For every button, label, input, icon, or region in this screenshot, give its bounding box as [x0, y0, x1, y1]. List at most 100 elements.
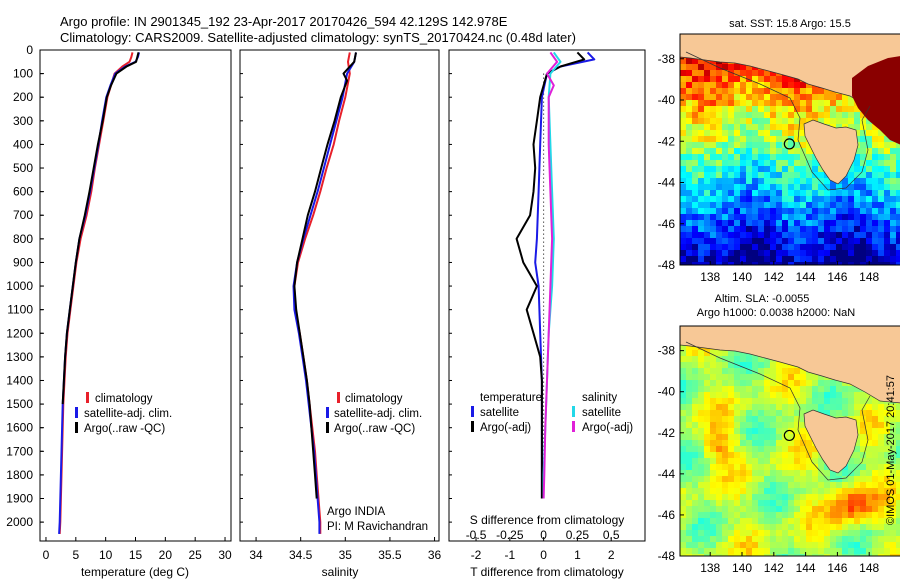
sst-cell: [782, 82, 788, 88]
sst-cell: [758, 166, 764, 172]
sla-cell: [860, 434, 866, 440]
sla-cell: [728, 536, 734, 542]
sst-cell: [890, 172, 896, 178]
sst-cell: [788, 124, 794, 130]
sla-cell: [824, 398, 830, 404]
sst-cell: [698, 100, 704, 106]
sst-cell: [782, 250, 788, 256]
sla-cell: [782, 392, 788, 398]
sla-cell: [842, 482, 848, 488]
sla-cell: [740, 476, 746, 482]
sst-cell: [758, 208, 764, 214]
sst-cell: [746, 238, 752, 244]
sla-cell: [812, 524, 818, 530]
sst-cell: [734, 214, 740, 220]
sla-cell: [698, 506, 704, 512]
sla-cell: [758, 356, 764, 362]
sla-cell: [794, 470, 800, 476]
sla-cell: [788, 548, 794, 554]
sla-cell: [830, 500, 836, 506]
sst-cell: [710, 106, 716, 112]
sst-cell: [782, 190, 788, 196]
sst-cell: [794, 250, 800, 256]
sla-cell: [764, 434, 770, 440]
sla-cell: [746, 434, 752, 440]
sla-cell: [818, 494, 824, 500]
sst-cell: [884, 148, 890, 154]
sst-cell: [734, 172, 740, 178]
sst-cell: [764, 130, 770, 136]
sla-cell: [806, 506, 812, 512]
sst-cell: [758, 262, 764, 265]
sst-cell: [800, 130, 806, 136]
sla-cell: [824, 536, 830, 542]
sla-cell: [734, 530, 740, 536]
sst-cell: [878, 220, 884, 226]
sla-cell: [878, 440, 884, 446]
sst-cell: [698, 64, 704, 70]
sst-cell: [836, 226, 842, 232]
sst-cell: [818, 172, 824, 178]
sst-cell: [740, 94, 746, 100]
sst-cell: [866, 184, 872, 190]
sst-cell: [728, 208, 734, 214]
sla-cell: [716, 536, 722, 542]
sla-cell: [800, 530, 806, 536]
sla-cell: [734, 488, 740, 494]
sst-cell: [800, 100, 806, 106]
sla-cell: [794, 368, 800, 374]
sla-cell: [860, 512, 866, 518]
sst-cell: [812, 160, 818, 166]
legend-label-satellite: satellite-adj. clim.: [84, 408, 172, 420]
sla-cell: [866, 494, 872, 500]
sla-cell: [704, 482, 710, 488]
sla-cell: [758, 380, 764, 386]
sst-cell: [764, 166, 770, 172]
sla-cell: [692, 374, 698, 380]
sla-map-axes: 138 140 142 144 146 148-38-40-42-44-46-48: [658, 344, 880, 575]
sst-cell: [728, 82, 734, 88]
sla-cell: [824, 518, 830, 524]
sla-cell: [728, 404, 734, 410]
sla-cell: [854, 506, 860, 512]
sst-cell: [728, 94, 734, 100]
sla-cell: [704, 536, 710, 542]
sst-cell: [860, 226, 866, 232]
sst-cell: [842, 184, 848, 190]
sst-cell: [806, 214, 812, 220]
sla-cell: [758, 536, 764, 542]
sla-cell: [896, 458, 900, 464]
sst-cell: [776, 76, 782, 82]
sst-cell: [776, 226, 782, 232]
sla-cell: [866, 536, 872, 542]
sla-cell: [884, 524, 890, 530]
sla-cell: [680, 356, 686, 362]
sla-cell: [782, 386, 788, 392]
sla-cell: [806, 554, 812, 556]
sst-cell: [866, 172, 872, 178]
sst-cell: [728, 184, 734, 190]
sla-cell: [872, 404, 878, 410]
sst-cell: [698, 178, 704, 184]
sst-cell: [842, 256, 848, 262]
sst-cell: [896, 184, 900, 190]
sst-cell: [770, 256, 776, 262]
sla-cell: [896, 512, 900, 518]
sla-cell: [896, 476, 900, 482]
sst-cell: [866, 220, 872, 226]
sst-cell: [722, 64, 728, 70]
sst-cell: [734, 196, 740, 202]
sla-cell: [848, 530, 854, 536]
sla-cell: [782, 518, 788, 524]
sst-cell: [860, 154, 866, 160]
sst-cell: [746, 160, 752, 166]
sla-cell: [764, 368, 770, 374]
sst-cell: [692, 94, 698, 100]
sst-cell: [710, 244, 716, 250]
sla-cell: [758, 398, 764, 404]
sst-cell: [872, 220, 878, 226]
sst-cell: [812, 232, 818, 238]
sla-cell: [680, 380, 686, 386]
sst-cell: [794, 262, 800, 265]
sst-cell: [890, 178, 896, 184]
